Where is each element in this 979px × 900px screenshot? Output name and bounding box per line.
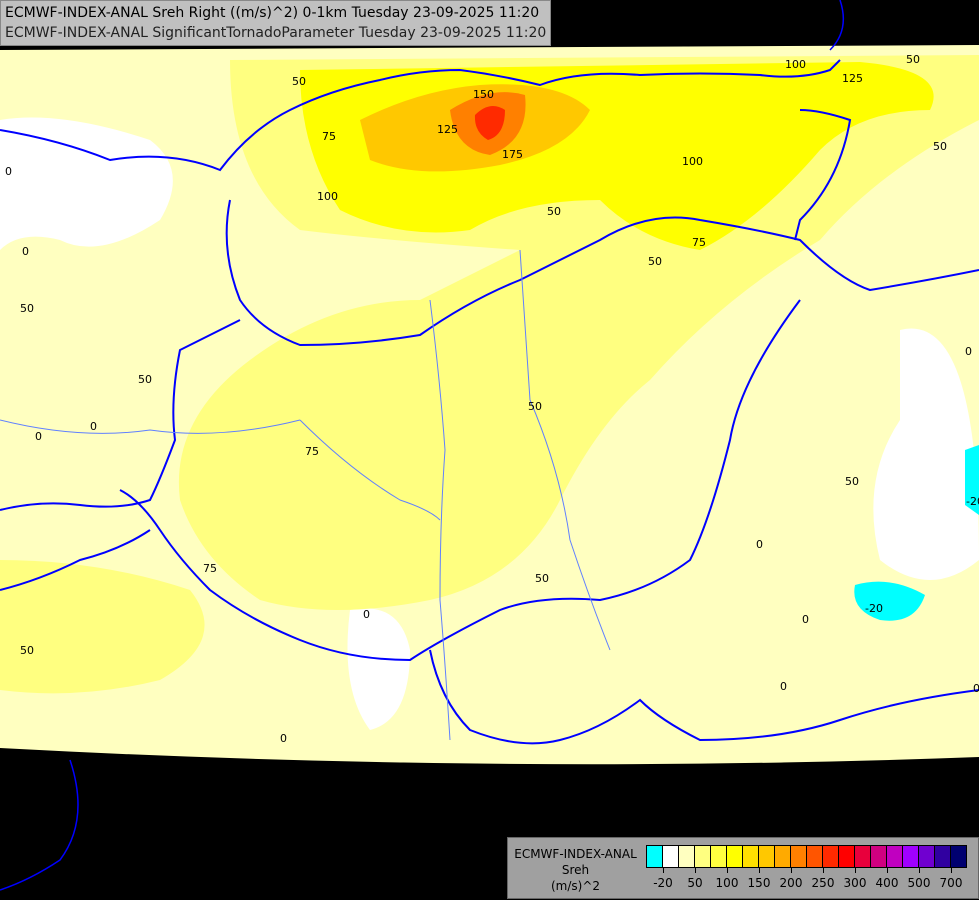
legend-tick-label: 400 xyxy=(875,876,899,890)
legend-tick xyxy=(759,868,760,873)
legend-tick-label: -20 xyxy=(653,876,673,890)
legend-swatch xyxy=(871,846,887,867)
legend-swatch xyxy=(759,846,775,867)
legend-swatch xyxy=(903,846,919,867)
legend-swatch xyxy=(951,846,966,867)
legend-colorbar xyxy=(646,845,967,868)
contour-label: 0 xyxy=(802,613,809,626)
legend-swatch xyxy=(823,846,839,867)
contour-label: 75 xyxy=(203,562,217,575)
contour-label: 50 xyxy=(845,475,859,488)
contour-label: 0 xyxy=(965,345,972,358)
contour-label: 0 xyxy=(90,420,97,433)
legend-tick-label: 500 xyxy=(907,876,931,890)
contour-label: 0 xyxy=(22,245,29,258)
color-legend: ECMWF-INDEX-ANAL Sreh (m/s)^2 -20 50 100 15… xyxy=(507,837,979,899)
field-white-south xyxy=(347,608,410,730)
legend-tick-label: 300 xyxy=(843,876,867,890)
contour-label: -20 xyxy=(966,495,979,508)
legend-tick-label: 700 xyxy=(939,876,963,890)
legend-swatch xyxy=(935,846,951,867)
contour-label: 0 xyxy=(780,680,787,693)
legend-swatch xyxy=(887,846,903,867)
contour-label: 175 xyxy=(502,148,523,161)
field-neg-edge xyxy=(965,445,979,515)
legend-tick xyxy=(695,868,696,873)
legend-tick-label: 100 xyxy=(715,876,739,890)
contour-label: -20 xyxy=(865,602,883,615)
legend-swatch xyxy=(743,846,759,867)
contour-label: 75 xyxy=(692,236,706,249)
legend-tick xyxy=(823,868,824,873)
contour-label: 100 xyxy=(785,58,806,71)
contour-label: 50 xyxy=(292,75,306,88)
legend-tick xyxy=(727,868,728,873)
legend-swatch xyxy=(919,846,935,867)
legend-tick xyxy=(951,868,952,873)
legend-tick xyxy=(887,868,888,873)
legend-swatch xyxy=(663,846,679,867)
field-white-east xyxy=(873,328,979,580)
title-line-2: ECMWF-INDEX-ANAL SignificantTornadoParam… xyxy=(5,25,547,41)
outside-borders xyxy=(0,0,845,891)
contour-label: 0 xyxy=(35,430,42,443)
contour-label: 50 xyxy=(906,53,920,66)
contour-label: 100 xyxy=(317,190,338,203)
legend-tick xyxy=(663,868,664,873)
legend-unit: (m/s)^2 xyxy=(550,879,601,893)
field-mid-southwest xyxy=(0,560,205,694)
legend-tick-label: 250 xyxy=(811,876,835,890)
legend-tick-label: 200 xyxy=(779,876,803,890)
legend-swatch xyxy=(807,846,823,867)
legend-swatch xyxy=(775,846,791,867)
legend-swatch xyxy=(711,846,727,867)
contour-label: 50 xyxy=(528,400,542,413)
contour-label: 100 xyxy=(682,155,703,168)
legend-swatch xyxy=(855,846,871,867)
contour-label: 75 xyxy=(305,445,319,458)
field-max xyxy=(474,106,505,140)
contour-label: 125 xyxy=(437,123,458,136)
contour-label: 0 xyxy=(363,608,370,621)
contour-label: 50 xyxy=(648,255,662,268)
legend-text: ECMWF-INDEX-ANAL Sreh (m/s)^2 xyxy=(508,846,643,894)
contour-label: 0 xyxy=(973,682,979,695)
contour-label: 0 xyxy=(280,732,287,745)
contour-label: 125 xyxy=(842,72,863,85)
map-title: ECMWF-INDEX-ANAL Sreh Right ((m/s)^2) 0-… xyxy=(0,0,552,46)
legend-tick-label: 150 xyxy=(747,876,771,890)
contour-label: 75 xyxy=(322,130,336,143)
contour-label: 150 xyxy=(473,88,494,101)
contour-label: 50 xyxy=(20,644,34,657)
legend-tick-label: 50 xyxy=(687,876,703,890)
contour-label: 0 xyxy=(756,538,763,551)
legend-tick xyxy=(855,868,856,873)
field-white-left xyxy=(0,117,173,250)
field-neg-east xyxy=(854,581,925,621)
contour-label: 50 xyxy=(933,140,947,153)
rivers xyxy=(0,249,611,741)
legend-swatch xyxy=(695,846,711,867)
legend-swatch xyxy=(647,846,663,867)
contour-label: 50 xyxy=(138,373,152,386)
legend-tick xyxy=(919,868,920,873)
title-line-1: ECMWF-INDEX-ANAL Sreh Right ((m/s)^2) 0-… xyxy=(5,5,540,21)
legend-model: ECMWF-INDEX-ANAL xyxy=(514,847,637,861)
country-borders xyxy=(0,59,979,745)
legend-swatch xyxy=(839,846,855,867)
legend-variable: Sreh xyxy=(561,863,590,877)
contour-label: 50 xyxy=(547,205,561,218)
legend-swatch xyxy=(791,846,807,867)
contour-label: 50 xyxy=(20,302,34,315)
contour-label: 50 xyxy=(535,572,549,585)
contour-labels: 50 75 100 125 150 175 100 125 50 50 100 75 50 0 0 50 50 0… xyxy=(5,53,979,745)
legend-swatch xyxy=(727,846,743,867)
contour-label: 0 xyxy=(5,165,12,178)
legend-tick xyxy=(791,868,792,873)
legend-swatch xyxy=(679,846,695,867)
